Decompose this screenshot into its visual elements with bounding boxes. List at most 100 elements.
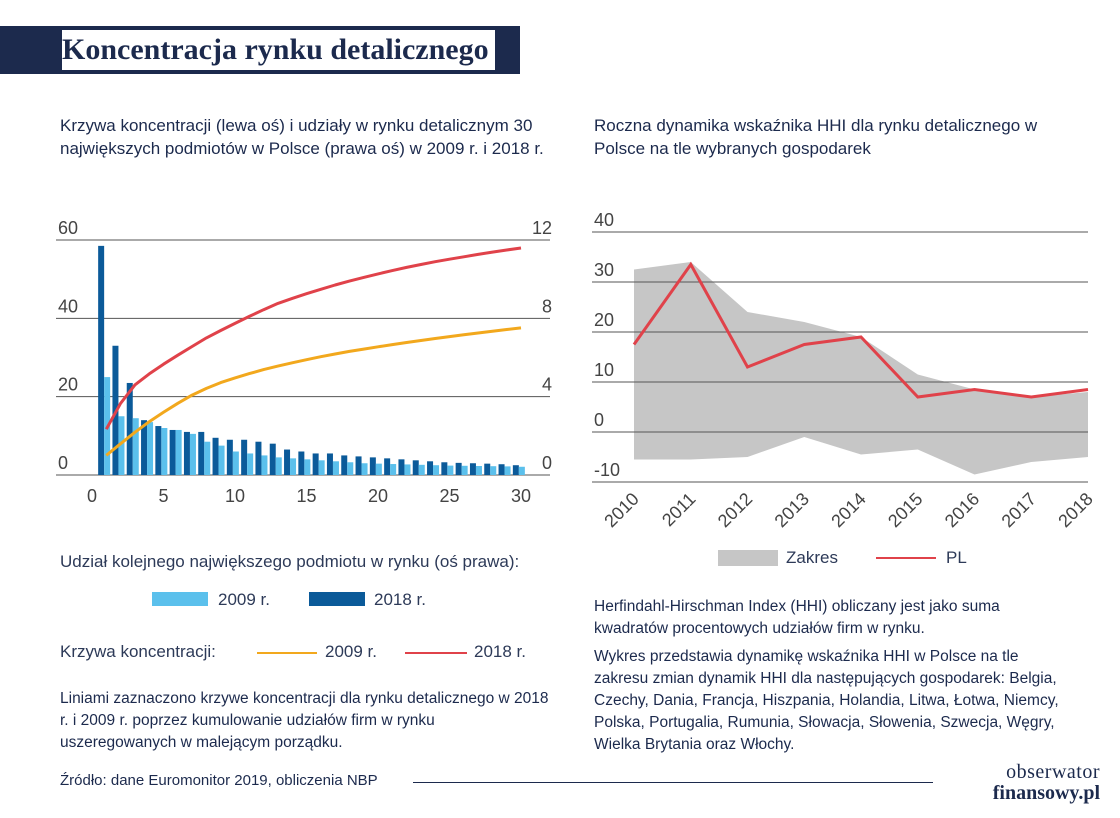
bar-2018 <box>484 463 491 475</box>
bar-2018 <box>498 464 505 475</box>
bar-2009 <box>161 428 168 475</box>
legend-swatch-curve-2009 <box>257 652 317 654</box>
bar-2009 <box>204 441 211 475</box>
concentration-chart: 0 20 40 60 0 4 8 12 0 5 10 15 20 25 30 <box>56 218 552 506</box>
bar-2018 <box>341 455 348 475</box>
x-axis-tick-label: 2014 <box>827 489 869 531</box>
bar-2018 <box>512 465 519 475</box>
bar-2018 <box>155 426 162 475</box>
bar-2009 <box>518 466 525 475</box>
source-note: Źródło: dane Euromonitor 2019, obliczeni… <box>60 772 378 789</box>
x-axis-tick-label: 30 <box>511 486 531 506</box>
x-axis-tick-label: 2017 <box>998 489 1040 531</box>
bar-2018 <box>469 463 476 475</box>
left-axis-tick-label: 60 <box>58 218 78 238</box>
bar-2018 <box>398 459 405 475</box>
y-axis-tick-label: 10 <box>594 360 614 380</box>
title-rest: oncentracja rynku detalicznego <box>85 33 489 66</box>
hhi-dynamics-chart: -10 0 10 20 30 40 2010 2011 2012 2013 2014 2015 2016… <box>592 210 1097 531</box>
x-axis-tick-label: 2010 <box>600 489 642 531</box>
bar-2009 <box>418 464 425 475</box>
bar-2009 <box>361 463 368 475</box>
logo-line-1: obserwator <box>1006 761 1100 783</box>
x-axis-tick-label: 20 <box>368 486 388 506</box>
left-axis-tick-label: 40 <box>58 296 78 316</box>
publisher-logo: obserwator finansowy.pl <box>950 762 1100 804</box>
bar-2009 <box>290 458 297 475</box>
bar-2009 <box>475 465 482 475</box>
right-axis-tick-label: 12 <box>532 218 552 238</box>
bar-2009 <box>232 451 239 475</box>
right-axis-tick-label: 8 <box>542 296 552 316</box>
y-axis-tick-label: 20 <box>594 310 614 330</box>
bar-2009 <box>504 466 511 475</box>
x-axis-tick-label: 15 <box>296 486 316 506</box>
y-axis-tick-label: -10 <box>594 460 620 480</box>
source-divider <box>413 782 933 783</box>
left-axis-tick-label: 0 <box>58 453 68 473</box>
bar-2018 <box>269 443 276 475</box>
x-axis-tick-label: 25 <box>439 486 459 506</box>
bar-2009 <box>118 416 125 475</box>
legend-label-curve-2018: 2018 r. <box>474 642 526 661</box>
bar-2018 <box>455 462 462 475</box>
legend-swatch-curve-2018 <box>405 652 467 654</box>
legend-swatch-range <box>718 550 778 566</box>
right-chart-subtitle: Roczna dynamika wskaźnika HHI dla rynku … <box>594 116 1038 158</box>
bar-2009 <box>247 453 254 475</box>
bar-2018 <box>355 456 362 475</box>
legend-label-bar-2009: 2009 r. <box>218 590 270 609</box>
legend-swatch-bar-2009 <box>152 592 208 606</box>
x-axis-tick-label: 2011 <box>658 489 700 531</box>
x-axis-tick-label: 5 <box>158 486 168 506</box>
bar-2018 <box>98 245 105 475</box>
bar-2018 <box>412 460 419 475</box>
right-axis-tick-label: 0 <box>542 453 552 473</box>
bar-2009 <box>132 418 139 475</box>
legend-label-curve-2009: 2009 r. <box>325 642 377 661</box>
bar-2009 <box>304 459 311 475</box>
bar-2009 <box>218 445 225 475</box>
legend-swatch-pl <box>876 557 936 559</box>
right-axis-tick-label: 4 <box>542 375 552 395</box>
bar-2018 <box>384 458 391 475</box>
curve-2018 <box>104 246 522 430</box>
bar-2009 <box>189 433 196 475</box>
y-axis-tick-label: 0 <box>594 410 604 430</box>
bar-2018 <box>441 462 448 475</box>
bar-2009 <box>261 455 268 475</box>
legend-label-range: Zakres <box>786 548 838 567</box>
bar-2009 <box>461 465 468 475</box>
bar-2018 <box>255 441 262 475</box>
right-note-hhi-definition: Herfindahl-Hirschman Index (HHI) oblicza… <box>594 598 1000 637</box>
bar-2018 <box>183 431 190 475</box>
x-axis-tick-label: 2013 <box>771 489 813 531</box>
page-title: Koncentracja rynku detalicznego <box>62 30 495 70</box>
bar-2018 <box>427 461 434 475</box>
bar-2018 <box>326 453 333 475</box>
bar-2018 <box>369 457 376 475</box>
curve-2009 <box>105 326 522 457</box>
bar-2018 <box>284 449 291 475</box>
x-axis-tick-label: 2015 <box>884 489 926 531</box>
bar-2009 <box>347 462 354 475</box>
bar-2009 <box>147 422 154 475</box>
bar-2009 <box>175 429 182 475</box>
left-chart-subtitle: Krzywa koncentracji (lewa oś) i udziały … <box>60 116 544 158</box>
legend-swatch-bar-2018 <box>309 592 365 606</box>
legend-label-bar-2018: 2018 r. <box>374 590 426 609</box>
x-axis-tick-label: 10 <box>225 486 245 506</box>
bar-2018 <box>169 429 176 475</box>
y-axis-tick-label: 40 <box>594 210 614 230</box>
bar-2009 <box>275 457 282 475</box>
bar-2009 <box>390 464 397 475</box>
title-initial: K <box>62 33 86 66</box>
bar-2018 <box>141 420 148 475</box>
bar-2009 <box>490 466 497 475</box>
x-axis-tick-label: 0 <box>87 486 97 506</box>
y-axis-tick-label: 30 <box>594 260 614 280</box>
x-axis-tick-label: 2012 <box>714 489 756 531</box>
range-area <box>634 262 1088 475</box>
bar-2018 <box>312 453 319 475</box>
bar-2018 <box>198 431 205 475</box>
